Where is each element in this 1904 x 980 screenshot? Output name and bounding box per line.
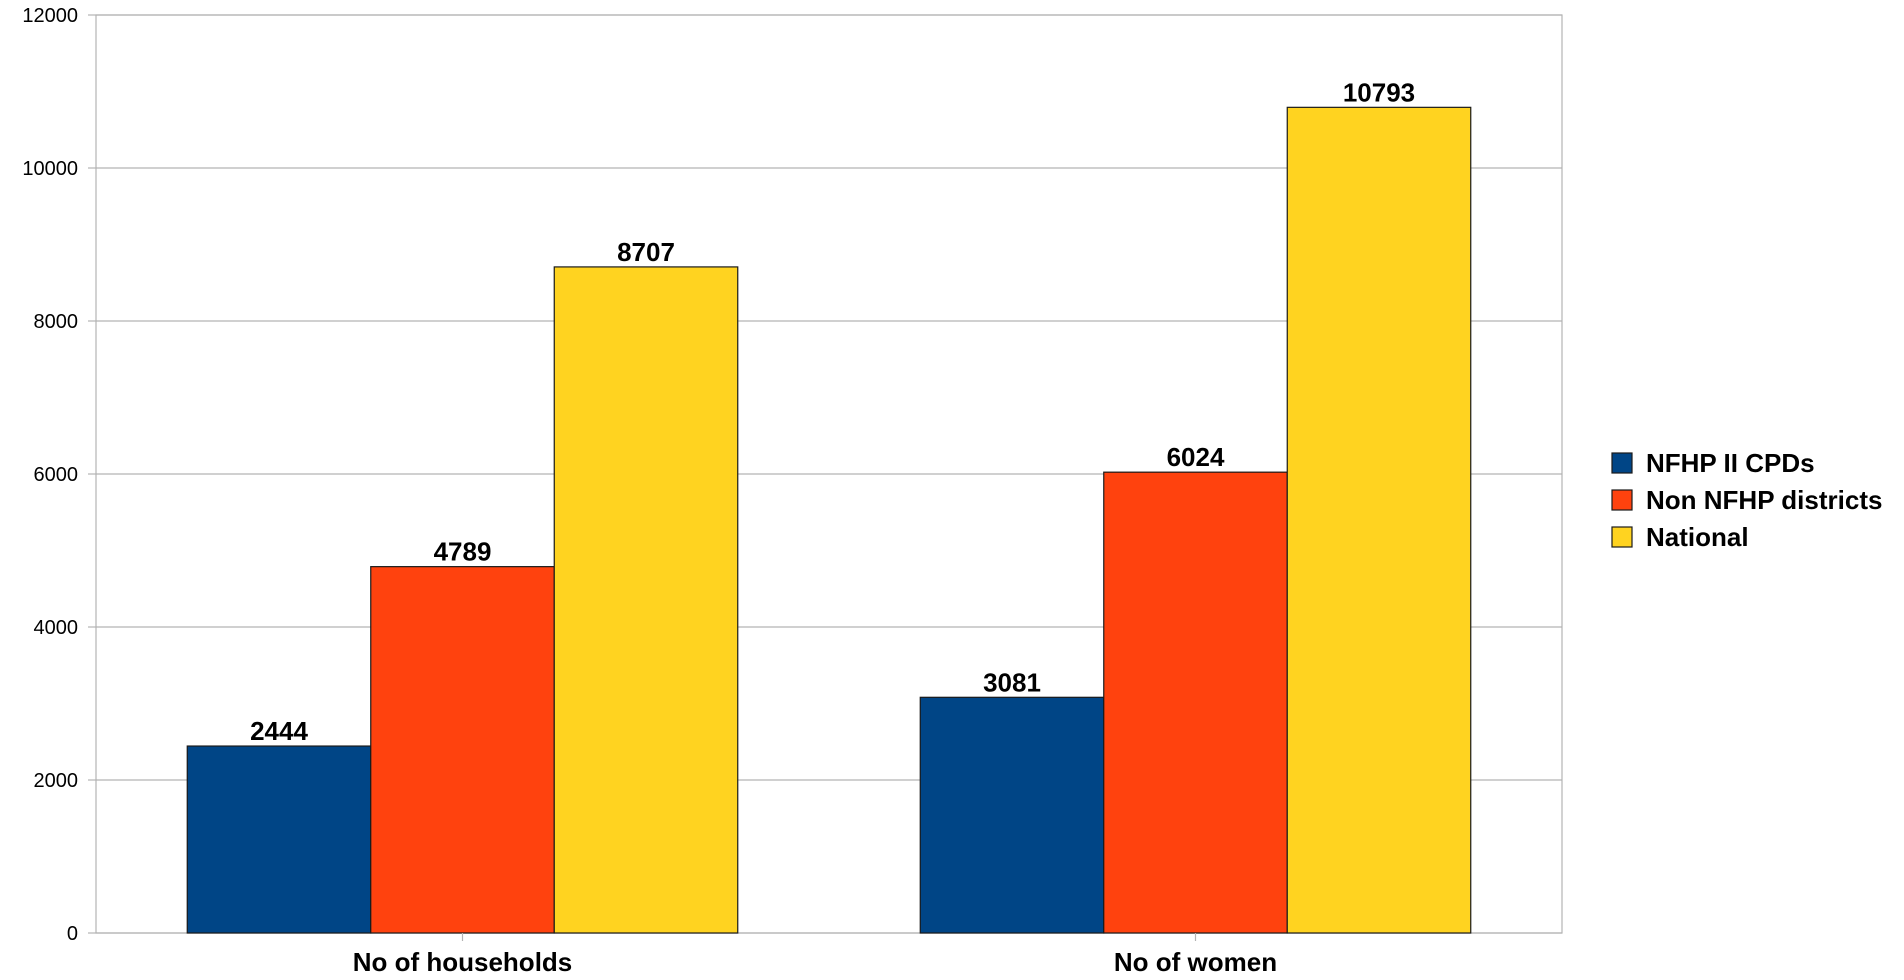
x-category-label: No of households (353, 947, 573, 977)
x-axis: No of households No of women (353, 933, 1277, 977)
y-tick-label: 6000 (34, 464, 79, 486)
legend-swatch (1611, 452, 1633, 474)
bar (919, 696, 1105, 934)
y-tick-label: 4000 (34, 617, 79, 639)
bar-value-label: 4789 (434, 537, 492, 567)
y-tick-label: 8000 (34, 311, 79, 333)
legend: NFHP II CPDs Non NFHP districts National (1611, 448, 1882, 552)
y-axis-ticks: 0 2000 4000 6000 8000 10000 12000 (22, 5, 96, 945)
legend-swatch (1611, 489, 1633, 511)
bars (186, 106, 1472, 934)
data-labels: 2444 4789 8707 3081 6024 10793 (250, 77, 1415, 746)
legend-swatch (1611, 526, 1633, 548)
legend-label: National (1646, 522, 1749, 552)
bar (1286, 106, 1472, 934)
bar (186, 745, 372, 934)
bar-value-label: 3081 (983, 667, 1041, 697)
bar-value-label: 2444 (250, 716, 308, 746)
bar-value-label: 8707 (617, 237, 675, 267)
x-category-label: No of women (1114, 947, 1277, 977)
bar-value-label: 6024 (1167, 442, 1225, 472)
y-tick-label: 12000 (22, 5, 78, 27)
bar (553, 266, 739, 934)
bar (370, 566, 555, 934)
y-tick-label: 10000 (22, 158, 78, 180)
bar (1103, 471, 1288, 934)
legend-label: Non NFHP districts (1646, 485, 1882, 515)
legend-label: NFHP II CPDs (1646, 448, 1815, 478)
bar-value-label: 10793 (1343, 77, 1415, 107)
y-tick-label: 2000 (34, 770, 79, 792)
y-tick-label: 0 (67, 923, 78, 945)
